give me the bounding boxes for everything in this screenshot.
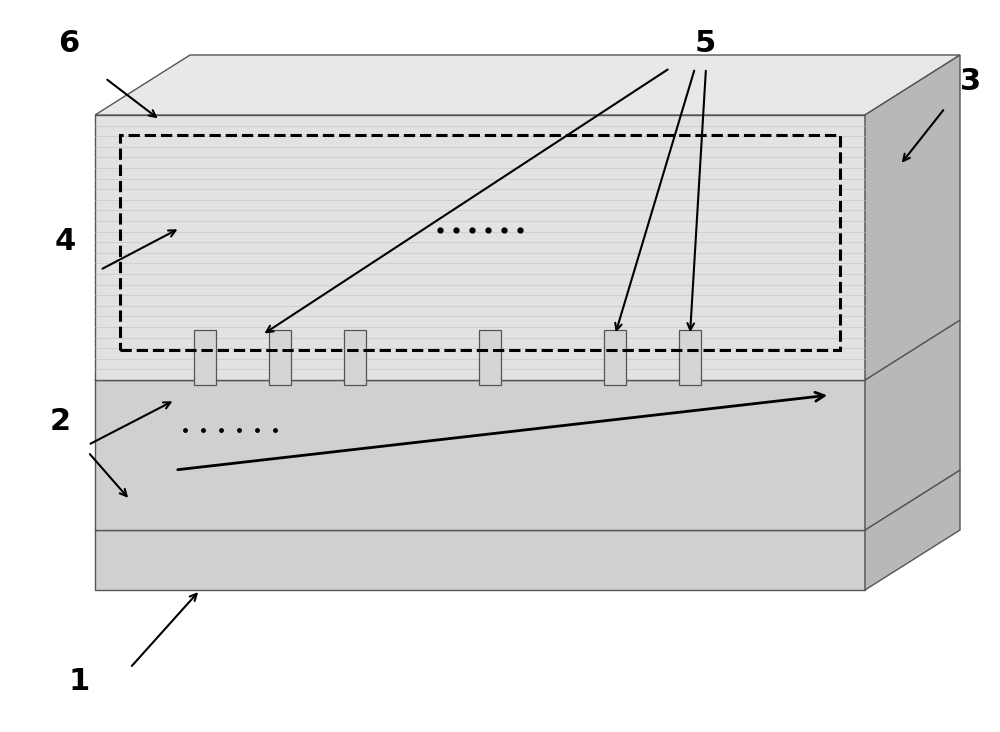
Text: 5: 5 bbox=[695, 29, 716, 58]
Bar bbox=[120, 135, 840, 350]
Polygon shape bbox=[95, 115, 865, 380]
Text: 2: 2 bbox=[50, 407, 71, 436]
Polygon shape bbox=[344, 330, 366, 385]
Text: 3: 3 bbox=[960, 67, 981, 96]
Text: 1: 1 bbox=[68, 667, 89, 696]
Polygon shape bbox=[95, 470, 960, 530]
Polygon shape bbox=[95, 380, 865, 530]
Polygon shape bbox=[479, 330, 501, 385]
Text: 6: 6 bbox=[58, 29, 79, 58]
Polygon shape bbox=[865, 320, 960, 530]
Polygon shape bbox=[95, 530, 865, 590]
Polygon shape bbox=[95, 320, 960, 380]
Text: 4: 4 bbox=[55, 227, 76, 256]
Polygon shape bbox=[865, 470, 960, 590]
Polygon shape bbox=[194, 330, 216, 385]
Polygon shape bbox=[604, 330, 626, 385]
Polygon shape bbox=[269, 330, 291, 385]
Polygon shape bbox=[95, 55, 960, 115]
Polygon shape bbox=[865, 55, 960, 380]
Polygon shape bbox=[679, 330, 701, 385]
